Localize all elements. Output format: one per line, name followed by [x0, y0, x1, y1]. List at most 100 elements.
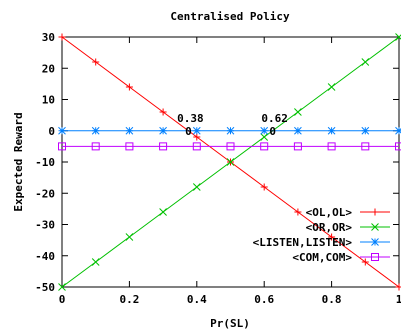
- x-tick-label: 0: [59, 293, 66, 306]
- legend-label: <OL,OL>: [306, 206, 353, 219]
- data-point: [91, 126, 100, 135]
- y-tick-label: -20: [35, 187, 55, 200]
- legend-marker: [371, 238, 379, 246]
- data-point: [58, 33, 66, 41]
- marker-square: [226, 142, 235, 151]
- data-point: [260, 133, 269, 141]
- y-tick-label: 30: [42, 31, 55, 44]
- data-point: [260, 142, 269, 151]
- marker-plus: [260, 183, 268, 191]
- data-point: [361, 58, 370, 66]
- marker-cross: [91, 258, 100, 266]
- marker-square: [361, 142, 370, 151]
- data-point: [327, 142, 336, 151]
- data-point: [361, 126, 370, 135]
- marker-star: [192, 126, 201, 135]
- data-point: [395, 283, 401, 291]
- data-point: [260, 183, 268, 191]
- x-tick-label: 0.8: [322, 293, 342, 306]
- y-axis-label: Expected Reward: [12, 112, 25, 211]
- marker-star: [260, 126, 269, 135]
- data-point: [293, 142, 302, 151]
- x-tick-label: 0.4: [187, 293, 207, 306]
- y-tick-label: 10: [42, 94, 55, 107]
- marker-cross: [125, 233, 134, 241]
- data-point: [260, 126, 269, 135]
- marker-plus: [58, 33, 66, 41]
- legend-entry: <OL,OL>: [306, 206, 390, 219]
- data-point: [159, 126, 167, 135]
- marker-square: [192, 142, 201, 151]
- data-point: [159, 142, 168, 151]
- data-point: [395, 33, 401, 41]
- marker-star: [371, 238, 379, 246]
- legend-entry: <LISTEN,LISTEN>: [253, 236, 390, 249]
- data-point: [361, 142, 370, 151]
- annotation-label: 0.62: [261, 112, 288, 125]
- data-point: [226, 126, 235, 135]
- data-point: [58, 142, 66, 151]
- marker-cross: [58, 283, 66, 291]
- data-point: [125, 142, 134, 151]
- legend-marker: [371, 253, 379, 261]
- marker-square: [260, 142, 269, 151]
- data-point: [58, 283, 66, 291]
- marker-cross: [294, 108, 302, 116]
- data-point: [58, 126, 66, 135]
- annotation-point-label: 0: [269, 125, 276, 138]
- data-point: [395, 142, 401, 151]
- marker-cross: [192, 183, 201, 191]
- marker-star: [226, 126, 235, 135]
- marker-cross: [159, 208, 167, 216]
- marker-square: [58, 142, 66, 151]
- marker-cross: [371, 223, 379, 231]
- marker-square: [327, 142, 336, 151]
- x-tick-label: 1: [396, 293, 401, 306]
- data-point: [361, 258, 369, 266]
- data-point: [125, 126, 134, 135]
- y-tick-label: -40: [35, 250, 55, 263]
- y-tick-label: 20: [42, 62, 55, 75]
- legend-entry: <COM,COM>: [292, 251, 390, 264]
- marker-square: [293, 142, 302, 151]
- x-tick-label: 0.6: [254, 293, 274, 306]
- legend-label: <OR,OR>: [306, 221, 353, 234]
- y-tick-label: -10: [35, 156, 55, 169]
- annotation-label: 0.38: [177, 112, 204, 125]
- data-point: [226, 142, 235, 151]
- marker-cross: [361, 58, 370, 66]
- data-point: [294, 208, 302, 216]
- marker-star: [395, 126, 401, 135]
- legend-label: <LISTEN,LISTEN>: [253, 236, 353, 249]
- data-point: [159, 108, 167, 116]
- marker-cross: [327, 83, 336, 91]
- marker-square: [159, 142, 168, 151]
- data-point: [327, 83, 336, 91]
- y-tick-label: -30: [35, 219, 55, 232]
- marker-square: [91, 142, 100, 151]
- data-point: [92, 58, 100, 66]
- marker-star: [58, 126, 66, 135]
- marker-star: [91, 126, 100, 135]
- marker-star: [327, 126, 336, 135]
- data-point: [125, 233, 134, 241]
- legend-marker: [371, 223, 379, 231]
- data-point: [226, 158, 235, 166]
- data-point: [193, 133, 201, 141]
- legend-entry: <OR,OR>: [306, 221, 390, 234]
- data-point: [91, 258, 100, 266]
- marker-plus: [395, 283, 401, 291]
- data-point: [159, 208, 167, 216]
- marker-square: [125, 142, 134, 151]
- data-point: [328, 233, 336, 241]
- series-com-com: [58, 142, 401, 151]
- data-point: [192, 126, 201, 135]
- legend-label: <COM,COM>: [292, 251, 352, 264]
- marker-plus: [159, 108, 167, 116]
- legend-marker: [371, 208, 379, 216]
- marker-star: [125, 126, 134, 135]
- data-point: [294, 126, 302, 135]
- series-or-or: [58, 33, 401, 291]
- marker-plus: [193, 133, 201, 141]
